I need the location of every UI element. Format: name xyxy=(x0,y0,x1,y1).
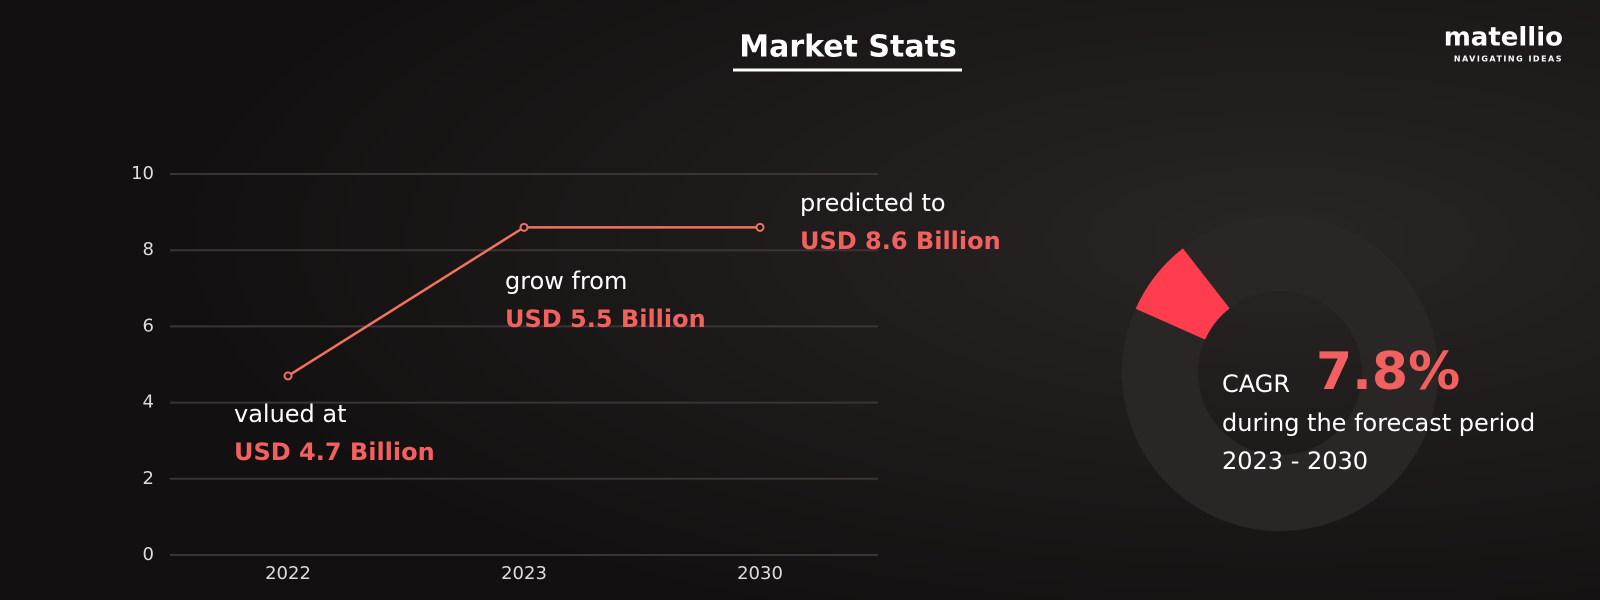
data-point xyxy=(283,371,293,381)
y-tick-label: 8 xyxy=(143,239,154,260)
donut-value-label: 7.8% xyxy=(1316,342,1460,402)
data-point xyxy=(519,222,529,232)
x-tick-label: 2023 xyxy=(501,563,547,584)
line-chart: 0 2 4 6 8 10 2022 2023 2030 valued at USD 4.7 Bill… xyxy=(131,163,1001,584)
donut-period: 2023 - 2030 xyxy=(1222,447,1368,475)
x-tick-label: 2030 xyxy=(737,563,783,584)
y-tick-label: 2 xyxy=(143,468,154,489)
annotation-highlight: USD 5.5 Billion xyxy=(505,305,706,333)
annotation-highlight: USD 4.7 Billion xyxy=(234,438,435,466)
y-tick-label: 10 xyxy=(131,163,154,184)
y-tick-label: 6 xyxy=(143,315,154,336)
donut-caption: during the forecast period xyxy=(1222,409,1535,437)
annotation-text: grow from xyxy=(505,267,627,295)
donut-label: CAGR xyxy=(1222,370,1290,398)
logo-tagline: NAVIGATING IDEAS xyxy=(1454,55,1563,64)
y-tick-label: 0 xyxy=(143,544,154,565)
x-tick-label: 2022 xyxy=(265,563,311,584)
annotation-text: valued at xyxy=(234,400,347,428)
annotation-text: predicted to xyxy=(800,189,946,217)
donut-chart: CAGR 7.8% during the forecast period 2023 -… xyxy=(1122,215,1535,531)
annotation-highlight: USD 8.6 Billion xyxy=(800,227,1001,255)
donut-segment xyxy=(1135,248,1230,340)
donut-track xyxy=(1122,215,1438,531)
y-tick-label: 4 xyxy=(143,392,154,413)
data-point xyxy=(755,222,765,232)
page-title: Market Stats xyxy=(739,30,957,65)
logo: matellio xyxy=(1444,23,1563,53)
